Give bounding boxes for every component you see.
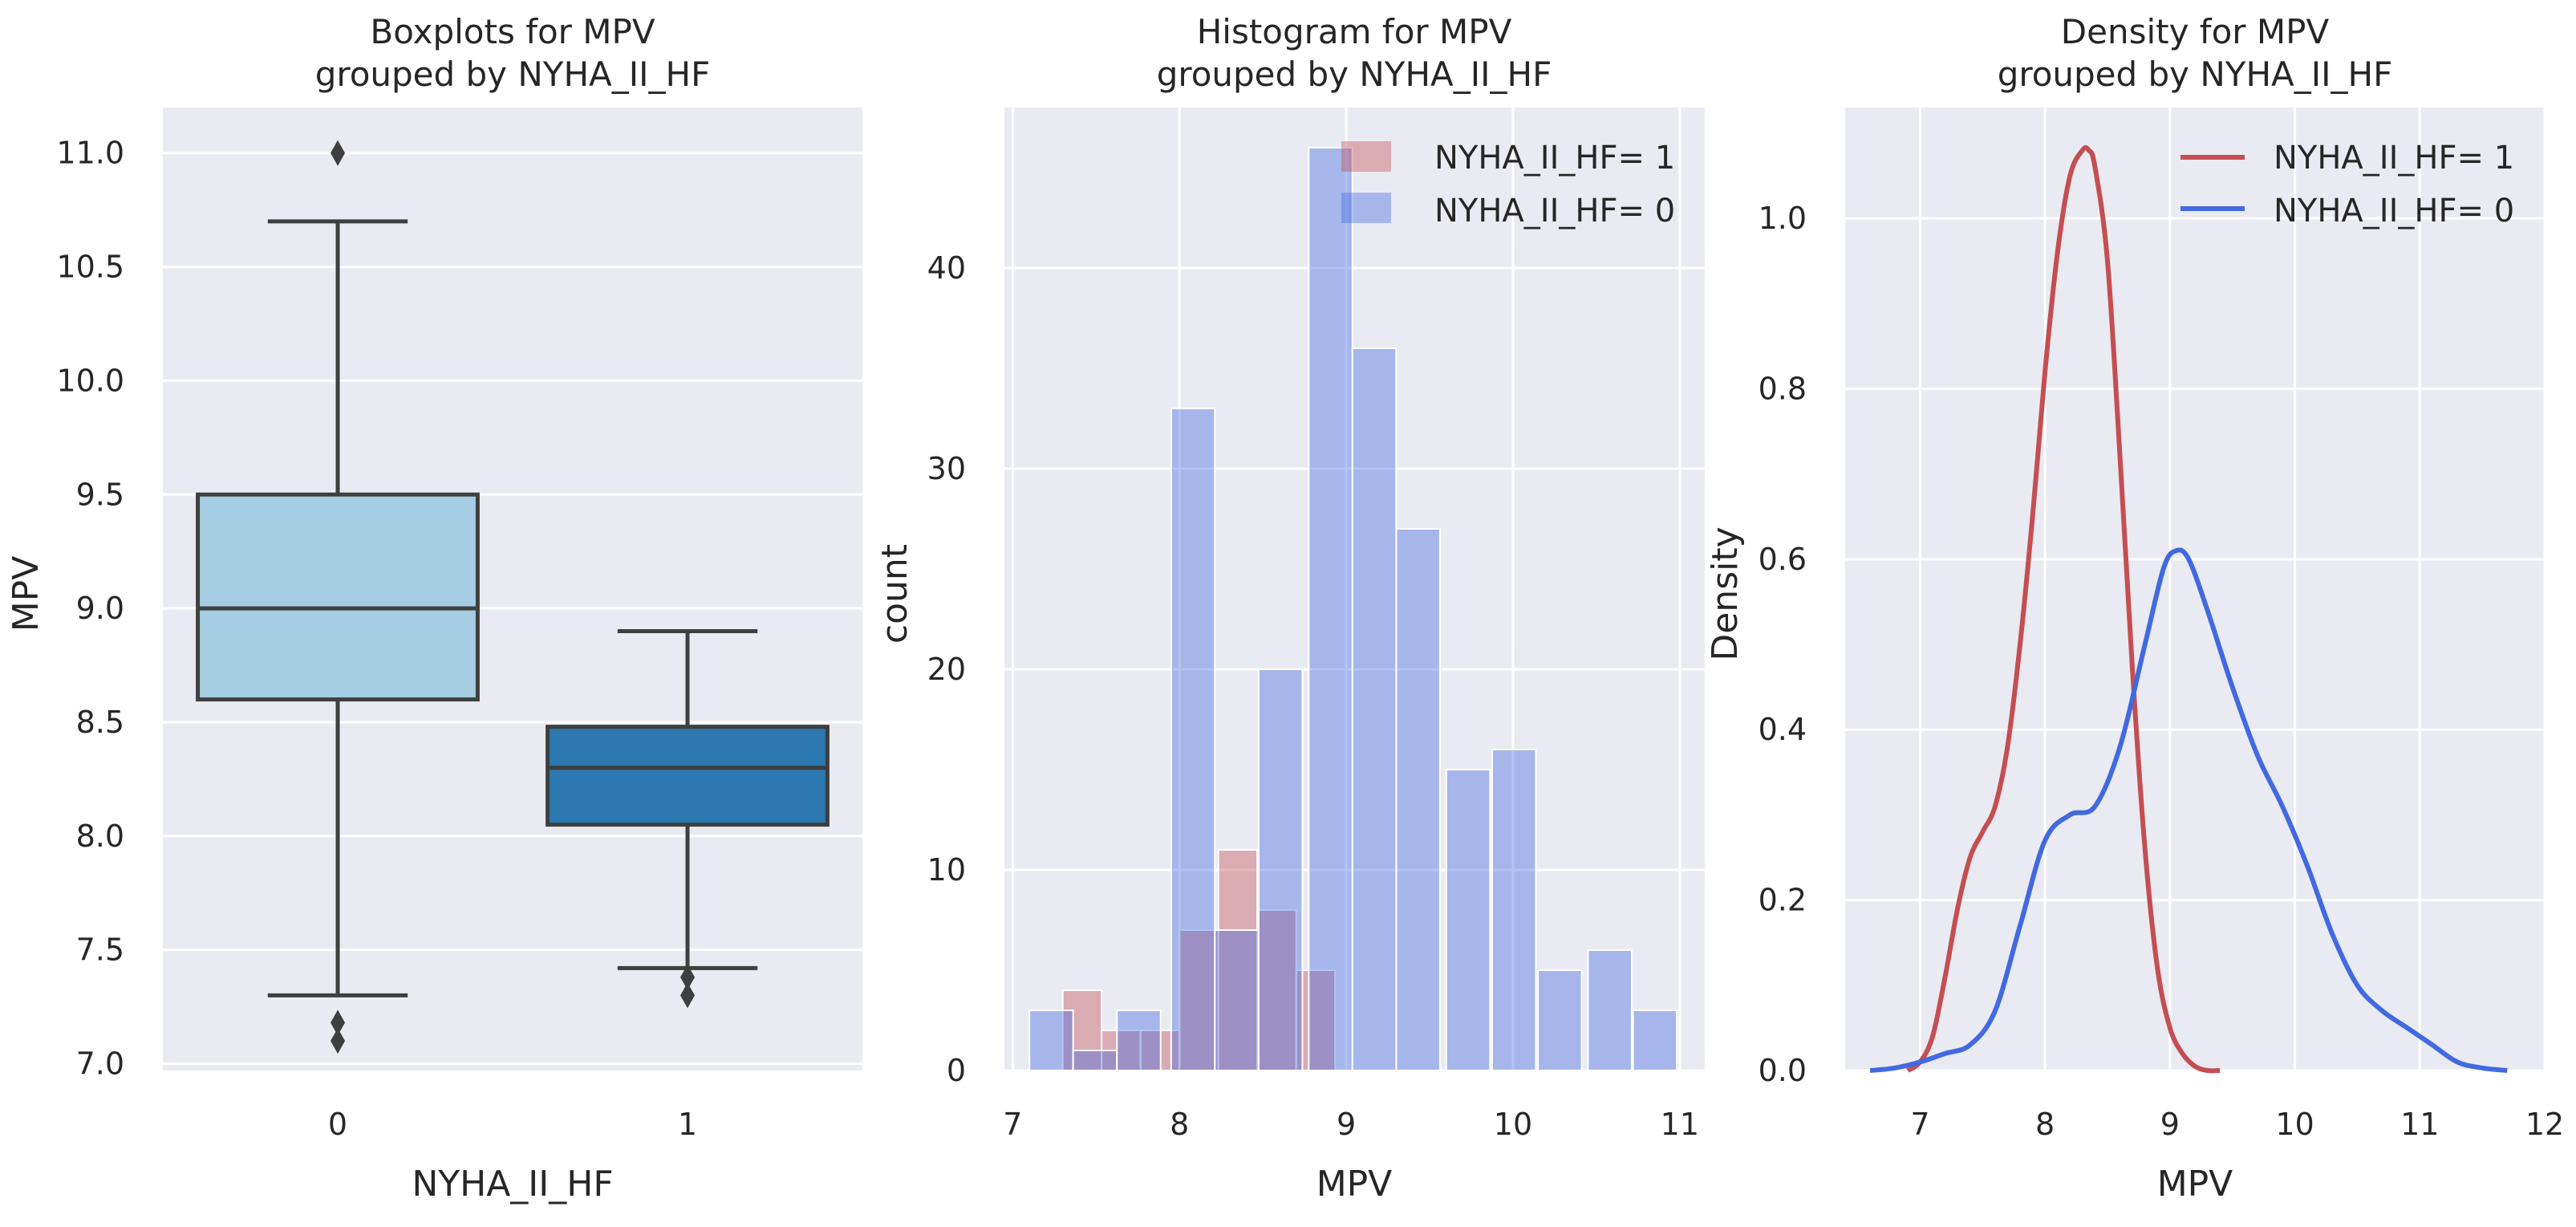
chart-title-line1: Boxplots for MPV (370, 12, 655, 51)
legend-label-group-0: NYHA_II_HF= 0 (1434, 193, 1675, 230)
outlier-point (331, 1028, 345, 1054)
y-tick-label: 7.0 (76, 1046, 124, 1081)
box-group-0 (196, 492, 480, 702)
y-tick-label: 0.2 (1759, 883, 1807, 918)
x-tick-label: 12 (2525, 1107, 2564, 1142)
x-axis-label: MPV (1316, 1164, 1393, 1205)
density-line-series-1 (1869, 547, 2508, 1073)
chart-title-line2: grouped by NYHA_II_HF (1998, 55, 2393, 94)
histogram-bar-series-1 (1257, 668, 1304, 1071)
x-tick-label: 9 (1337, 1107, 1356, 1142)
x-tick-label: 8 (2035, 1107, 2055, 1142)
y-tick-label: 1.0 (1759, 201, 1807, 236)
x-tick-label: 7 (1003, 1107, 1022, 1142)
y-tick-label: 10.5 (56, 250, 124, 285)
legend: NYHA_II_HF= 1 NYHA_II_HF= 0 (2180, 140, 2514, 230)
y-tick-label: 20 (927, 652, 966, 687)
histogram-bar-series-1 (1028, 1010, 1074, 1071)
y-tick-label: 0.0 (1759, 1053, 1807, 1088)
plot-background (1845, 108, 2545, 1071)
x-tick-label: 11 (2400, 1107, 2439, 1142)
y-axis-label: count (874, 544, 915, 644)
y-tick-label: 0.6 (1759, 542, 1807, 577)
histogram-bar-series-1 (1308, 147, 1353, 1071)
x-tick-label: 11 (1661, 1107, 1699, 1142)
y-tick-label: 40 (927, 250, 966, 286)
histogram-bar-series-1 (1170, 408, 1216, 1071)
histogram-bar-series-1 (1587, 949, 1633, 1071)
x-tick-label: 8 (1170, 1107, 1189, 1142)
histogram-bar-series-1 (1537, 969, 1583, 1071)
legend: NYHA_II_HF= 1 NYHA_II_HF= 0 (1341, 140, 1675, 230)
legend-label-group-0: NYHA_II_HF= 0 (2274, 193, 2514, 230)
y-tick-label: 10.0 (56, 363, 124, 398)
x-tick-label: 1 (678, 1107, 697, 1142)
legend-swatch-group-1 (1341, 141, 1391, 172)
y-tick-label: 8.0 (76, 819, 124, 854)
y-tick-label: 9.5 (76, 477, 124, 512)
legend-label-group-1: NYHA_II_HF= 1 (2274, 140, 2514, 177)
density-line-series-0 (1906, 144, 2221, 1074)
y-tick-label: 10 (927, 852, 966, 888)
y-axis-label: Density (1705, 526, 1746, 660)
y-tick-label: 0.8 (1759, 371, 1807, 406)
y-axis-label: MPV (6, 556, 47, 632)
histogram-bar-series-1 (1116, 1010, 1162, 1071)
histogram-bar-series-1 (1214, 929, 1260, 1071)
histogram-bar-series-1 (1351, 347, 1398, 1071)
histogram-bar-series-0 (1178, 929, 1219, 1071)
x-tick-label: 9 (2160, 1107, 2180, 1142)
y-tick-label: 30 (927, 451, 966, 486)
histogram-bar-series-1 (1632, 1010, 1678, 1071)
y-tick-label: 7.5 (76, 932, 124, 968)
chart-title-line1: Histogram for MPV (1197, 12, 1512, 51)
outlier-point (680, 982, 695, 1009)
histogram-bar-series-1 (1072, 1050, 1118, 1071)
x-axis-label: NYHA_II_HF (412, 1164, 613, 1205)
chart-title-line2: grouped by NYHA_II_HF (1157, 55, 1552, 94)
y-tick-label: 0.4 (1759, 712, 1807, 747)
x-tick-label: 7 (1910, 1107, 1929, 1142)
y-tick-label: 8.5 (76, 705, 124, 740)
chart-title-line2: grouped by NYHA_II_HF (315, 55, 711, 94)
x-tick-label: 10 (2275, 1107, 2314, 1142)
histogram-bar-series-0 (1256, 909, 1297, 1071)
y-tick-label: 9.0 (76, 591, 124, 626)
histogram-panel: 0 10 20 30 40 7 8 9 10 11 Histogram for MPV group… (874, 12, 1705, 1205)
x-axis-label: MPV (2157, 1164, 2233, 1205)
histogram-bar-series-1 (1491, 749, 1537, 1071)
y-tick-label: 0 (947, 1053, 966, 1088)
x-tick-label: 0 (328, 1107, 347, 1142)
outlier-point (331, 1010, 345, 1036)
histogram-bar-series-1 (1395, 528, 1441, 1071)
outlier-point (331, 140, 345, 166)
box-group-1 (546, 725, 830, 827)
legend-swatch-group-0 (1341, 193, 1391, 223)
boxplot-panel: 7.0 7.5 8.0 8.5 9.0 9.5 10.0 10.5 11.0 0 1 Boxplot… (6, 12, 862, 1205)
chart-title-line1: Density for MPV (2061, 12, 2330, 51)
outlier-point (680, 964, 695, 990)
x-tick-label: 10 (1494, 1107, 1532, 1142)
histogram-bar-series-1 (1445, 769, 1491, 1071)
legend-label-group-1: NYHA_II_HF= 1 (1434, 140, 1675, 177)
density-panel: 0.0 0.2 0.4 0.6 0.8 1.0 7 8 9 10 11 12 Density for … (1705, 12, 2564, 1205)
y-tick-label: 11.0 (56, 136, 124, 171)
